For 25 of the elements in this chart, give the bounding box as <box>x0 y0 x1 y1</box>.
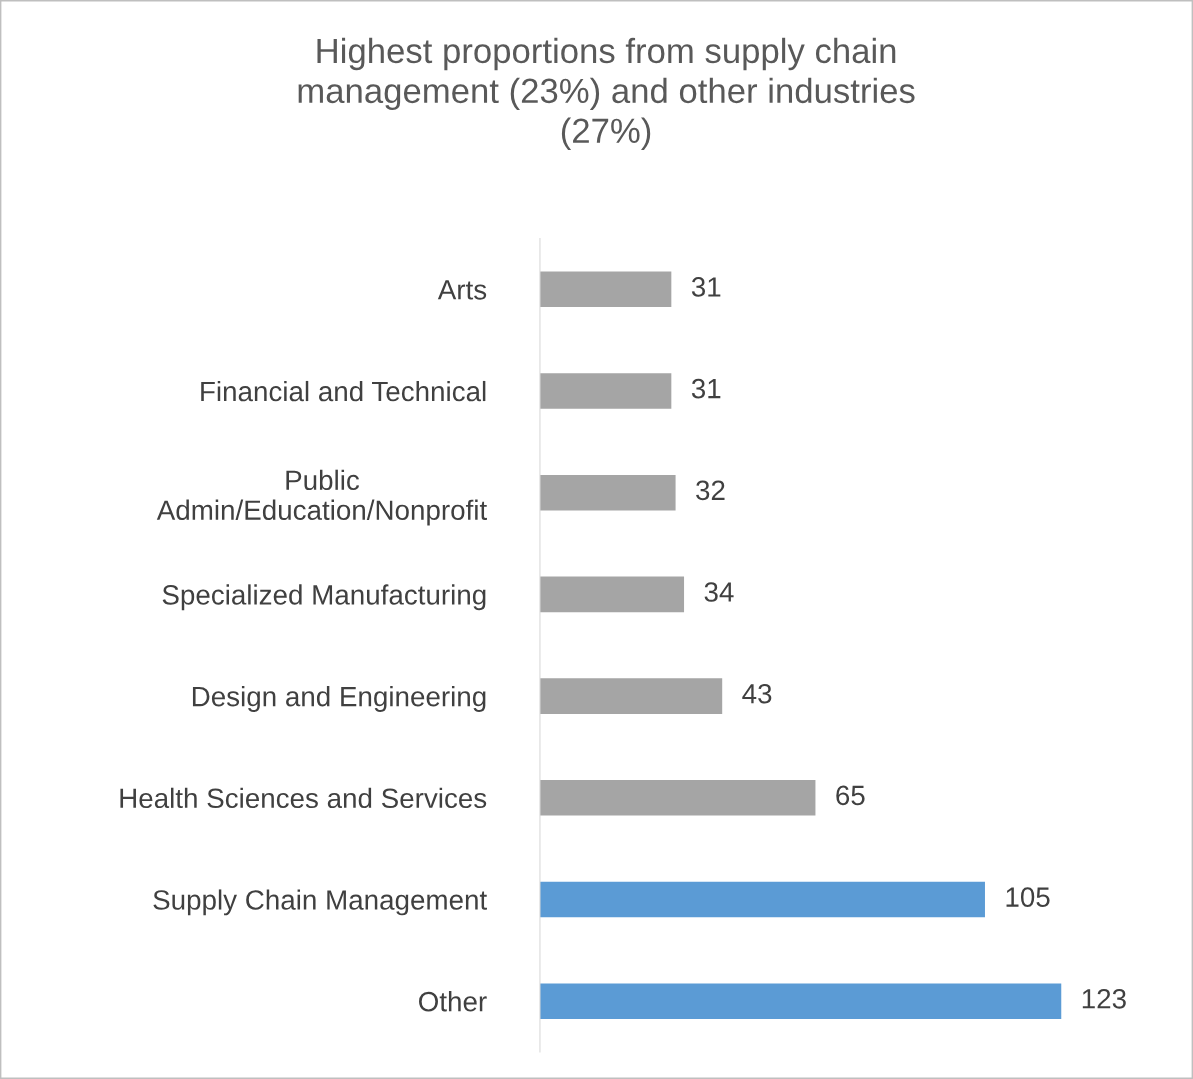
y-tick-label: Arts <box>437 280 487 300</box>
y-tick-label: Supply Chain Management <box>153 889 487 916</box>
bar <box>539 474 676 511</box>
data-label: 123 <box>1082 988 1126 1009</box>
data-label: 43 <box>742 683 772 704</box>
bar <box>539 678 723 714</box>
y-tick-label: Other <box>419 991 487 1012</box>
data-label: 34 <box>704 582 734 602</box>
chart-title: Highest proportions from supply chain management (23%) and other industries (27%) <box>298 37 915 150</box>
data-label: 105 <box>1006 887 1050 907</box>
bar <box>539 881 985 918</box>
data-label: 32 <box>696 480 725 501</box>
y-tick-label: Specialized Manufacturing <box>162 584 486 611</box>
y-tick-label: Financial and Technical <box>201 380 486 402</box>
data-label: 31 <box>691 378 721 399</box>
y-tick-label: Design and Engineering <box>192 686 486 712</box>
y-tick-label: Health Sciences and Services <box>120 787 487 809</box>
bar <box>539 779 816 816</box>
bar <box>539 983 1062 1019</box>
bar <box>539 373 672 409</box>
bar <box>539 271 672 308</box>
data-label: 65 <box>836 785 865 806</box>
data-label: 31 <box>691 277 721 297</box>
bar <box>539 576 685 613</box>
y-tick-label: Public Admin/Education/Nonprofit <box>156 469 487 526</box>
